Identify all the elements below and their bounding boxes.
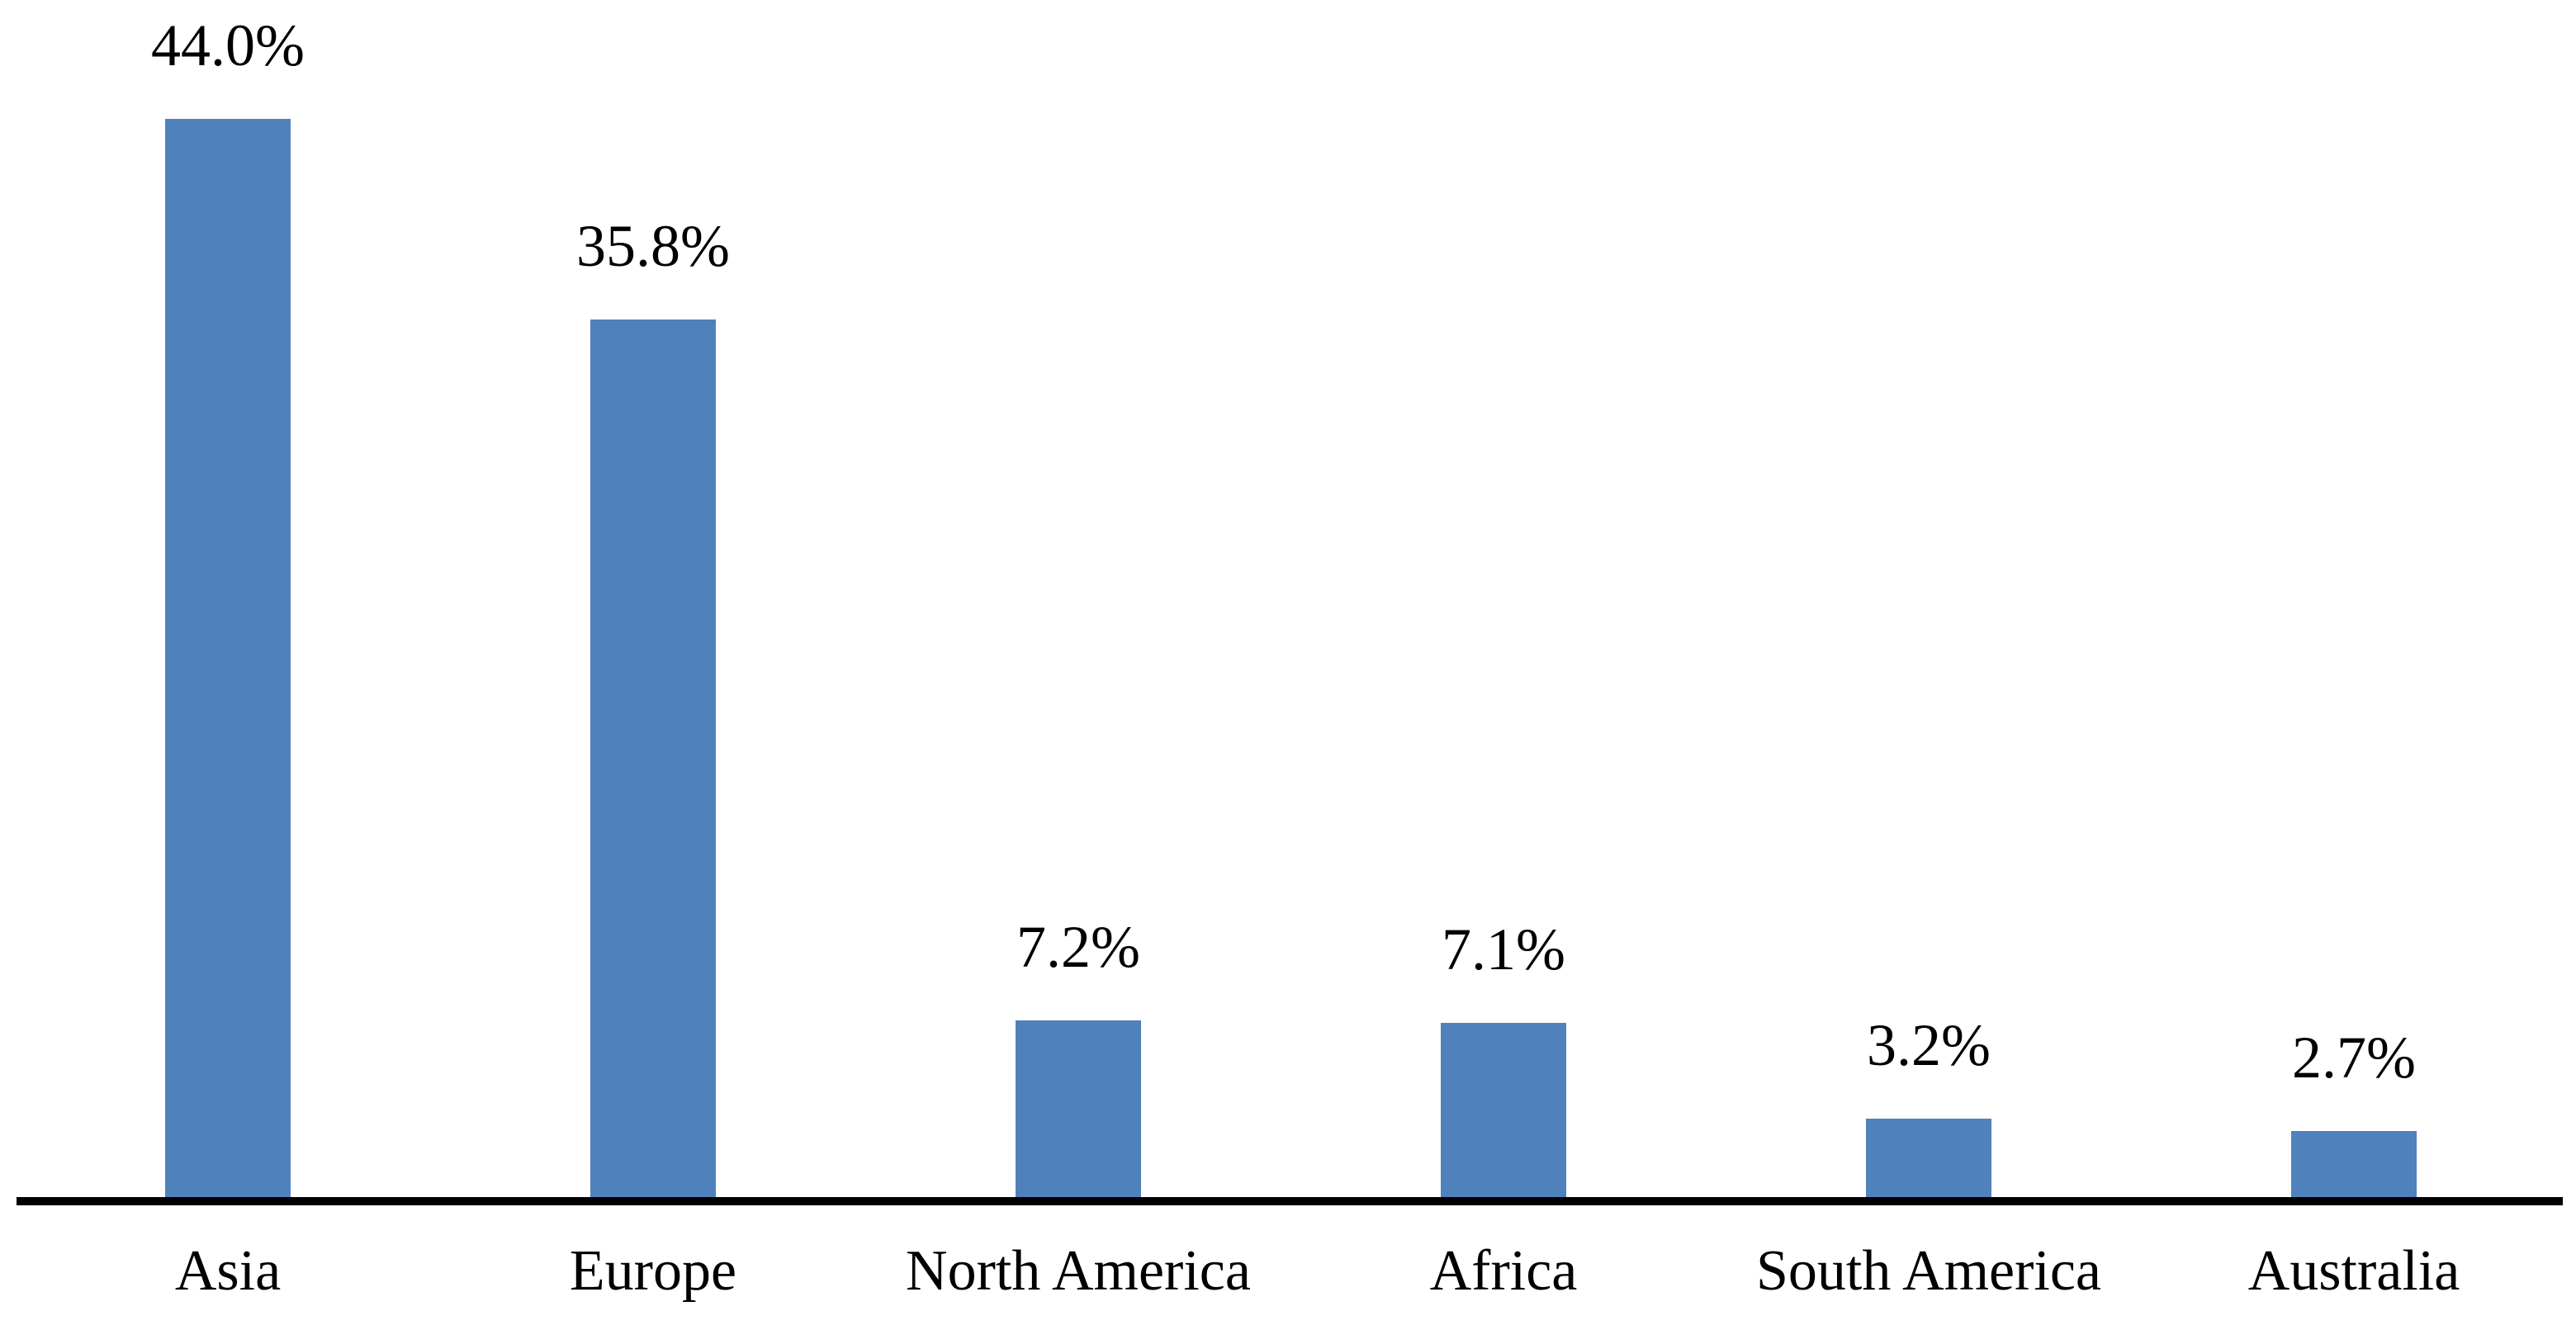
value-label-south-america: 3.2% (1867, 1012, 1991, 1078)
value-label-europe: 35.8% (576, 213, 730, 279)
bar-africa (1441, 1023, 1566, 1197)
category-label-asia: Asia (174, 1239, 282, 1303)
category-label-south-america: South America (1756, 1239, 2101, 1303)
category-label-australia: Australia (2247, 1239, 2460, 1303)
category-label-europe: Europe (569, 1239, 737, 1303)
bar-asia (165, 119, 291, 1197)
bar-north-america (1016, 1020, 1141, 1197)
value-label-north-america: 7.2% (1016, 914, 1140, 980)
bar-australia (2291, 1131, 2417, 1197)
value-label-africa: 7.1% (1442, 916, 1565, 982)
x-axis-line (17, 1197, 2563, 1205)
category-label-africa: Africa (1429, 1239, 1578, 1303)
value-label-asia: 44.0% (151, 12, 305, 78)
category-label-north-america: North America (906, 1239, 1251, 1303)
value-label-australia: 2.7% (2292, 1025, 2416, 1091)
bar-europe (590, 319, 716, 1197)
bar-south-america (1866, 1119, 1991, 1197)
